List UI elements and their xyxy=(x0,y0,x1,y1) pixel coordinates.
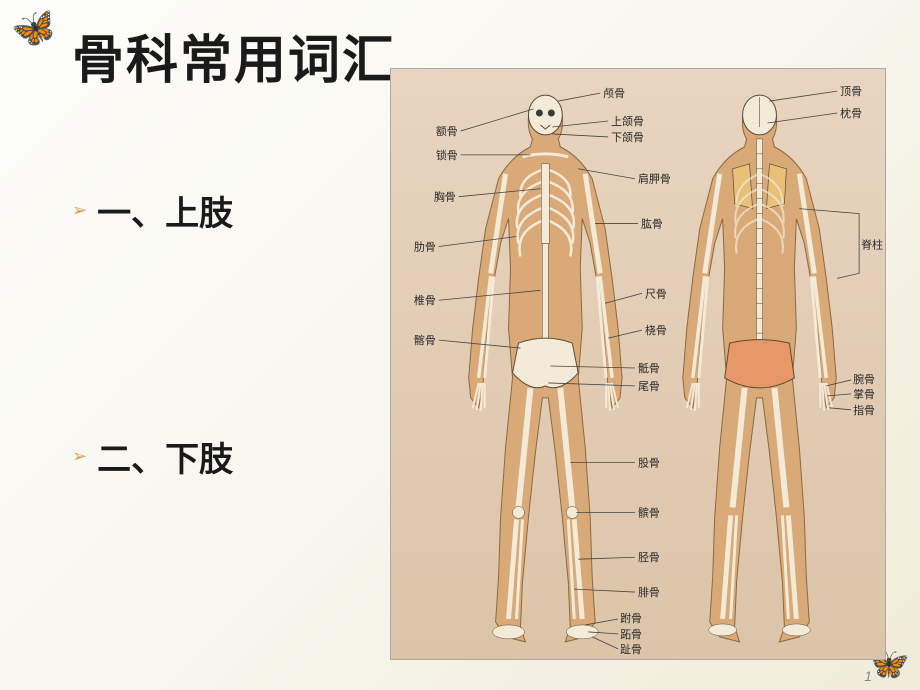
bullet-marker-icon: ➢ xyxy=(72,446,87,467)
label-vertebra: 椎骨 xyxy=(414,293,436,307)
label-radius: 桡骨 xyxy=(645,323,667,337)
label-mandible: 下颌骨 xyxy=(611,130,644,144)
bullet-upper-limb: ➢ 一、上肢 xyxy=(72,186,233,235)
label-maxilla: 上颌骨 xyxy=(611,114,644,128)
front-skeleton xyxy=(469,95,622,642)
label-clavicle: 锁骨 xyxy=(436,148,458,162)
skeleton-diagram: 颅骨 额骨 上颌骨 下颌骨 锁骨 肩胛骨 胸骨 肱骨 肋骨 椎骨 尺骨 桡骨 髂… xyxy=(390,68,886,660)
page-number: 1 xyxy=(864,668,872,684)
label-skull: 颅骨 xyxy=(603,87,625,100)
label-parietal: 顶骨 xyxy=(840,85,862,98)
bullet-upper-text: 一、上肢 xyxy=(97,186,233,235)
label-sacrum: 骶骨 xyxy=(638,362,660,375)
label-phalanges-hand: 指骨 xyxy=(853,403,875,417)
label-occipital: 枕骨 xyxy=(840,106,862,120)
label-frontal: 额骨 xyxy=(436,125,458,138)
label-metacarpal: 掌骨 xyxy=(853,387,875,401)
label-scapula: 肩胛骨 xyxy=(638,172,671,186)
label-rib: 肋骨 xyxy=(414,239,436,253)
label-carpal: 腕骨 xyxy=(853,372,875,386)
label-coccyx: 尾骨 xyxy=(638,380,660,393)
butterfly-decor-tl: 🦋 xyxy=(7,3,61,55)
label-ulna: 尺骨 xyxy=(645,287,667,300)
label-spine: 脊柱 xyxy=(861,237,883,251)
label-tibia: 胫骨 xyxy=(638,551,660,564)
bullet-lower-text: 二、下肢 xyxy=(97,432,233,481)
page-title: 骨科常用词汇 xyxy=(72,18,396,93)
label-fibula: 腓骨 xyxy=(638,586,660,599)
label-tarsus: 跗骨 xyxy=(620,611,642,625)
label-phalanges-foot: 趾骨 xyxy=(620,642,642,656)
back-skeleton xyxy=(683,95,836,642)
label-humerus: 肱骨 xyxy=(641,217,663,231)
label-patella: 髌骨 xyxy=(638,505,660,519)
label-femur: 股骨 xyxy=(638,457,660,470)
bullet-lower-limb: ➢ 二、下肢 xyxy=(72,432,233,481)
label-sternum: 胸骨 xyxy=(434,190,456,204)
label-ilium: 髂骨 xyxy=(414,333,436,347)
bullet-marker-icon: ➢ xyxy=(72,200,87,221)
label-metatarsus: 跖骨 xyxy=(620,628,642,641)
